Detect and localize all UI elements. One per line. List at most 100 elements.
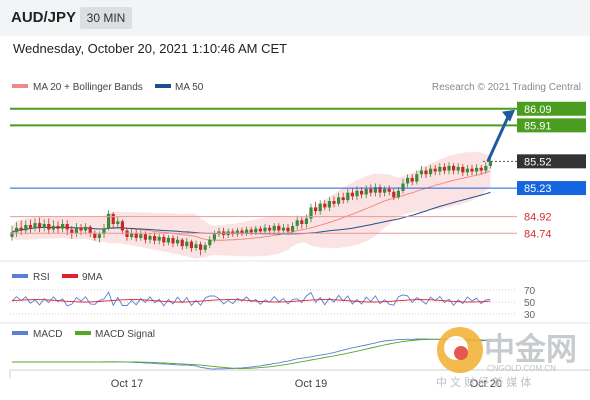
- candle-body: [268, 227, 272, 231]
- rsi-ma-legend-label: 9MA: [82, 272, 103, 283]
- candle: [369, 184, 373, 197]
- candle-body: [277, 225, 281, 231]
- candle: [185, 237, 189, 249]
- x-tick-label: Oct 19: [295, 378, 327, 390]
- candle: [130, 228, 134, 240]
- candle: [295, 215, 299, 230]
- macd-legend-label: MACD: [33, 329, 62, 340]
- candle-body: [203, 245, 207, 250]
- candle: [139, 230, 143, 241]
- candle: [51, 220, 55, 234]
- candle-body: [180, 239, 184, 247]
- candle-body: [323, 203, 327, 208]
- pivot-tag: [517, 181, 586, 196]
- candle: [309, 203, 313, 223]
- rsi-line: [11, 291, 491, 307]
- candle-body: [364, 189, 368, 195]
- candle: [281, 224, 285, 234]
- candle-body: [33, 223, 37, 228]
- brand-sub-text: 中 文 财 经 新 媒 体: [436, 375, 531, 389]
- projection-arrow-shaft: [486, 114, 511, 162]
- last-price-tag: [517, 154, 586, 169]
- candle-body: [488, 161, 492, 166]
- candle: [65, 220, 69, 236]
- candle: [176, 236, 180, 247]
- resistance-tag-label: 85.91: [524, 120, 552, 132]
- candle-body: [79, 227, 83, 231]
- candle-body: [387, 189, 391, 192]
- candle-body: [51, 225, 55, 230]
- price-legend: MA 20 + Bollinger Bands MA 50: [12, 82, 204, 93]
- candle-body: [93, 233, 97, 238]
- candle-body: [157, 236, 161, 241]
- candle: [194, 240, 198, 251]
- candle: [199, 241, 203, 256]
- candle: [74, 223, 78, 237]
- candle: [341, 192, 345, 204]
- macd-signal-legend-swatch: [75, 331, 91, 335]
- candle: [415, 170, 419, 185]
- candle-body: [189, 241, 193, 249]
- candle: [88, 225, 92, 237]
- candle: [153, 232, 157, 245]
- timeframe-button[interactable]: 30 MIN: [80, 7, 132, 29]
- candle: [387, 185, 391, 196]
- candle-body: [309, 207, 313, 219]
- ma20-legend-label: MA 20 + Bollinger Bands: [33, 82, 143, 93]
- candle-body: [116, 221, 120, 225]
- macd-panel: [12, 338, 491, 370]
- candle: [28, 219, 32, 234]
- candle-body: [392, 191, 396, 198]
- candle-body: [360, 190, 364, 195]
- candle-body: [199, 244, 203, 250]
- candle-body: [212, 234, 216, 240]
- candle-body: [272, 225, 276, 231]
- pivot-tag-label: 85.23: [524, 183, 552, 195]
- candle: [70, 225, 74, 239]
- candle: [327, 197, 331, 212]
- candle: [235, 227, 239, 237]
- candle-body: [19, 227, 23, 231]
- candle-body: [97, 234, 101, 238]
- candle: [300, 216, 304, 229]
- candle: [33, 218, 37, 232]
- candle-body: [130, 233, 134, 237]
- candle: [189, 239, 193, 252]
- candle-body: [107, 213, 111, 229]
- candle: [350, 188, 354, 201]
- candle: [406, 174, 410, 188]
- candle-body: [346, 192, 350, 201]
- candle: [424, 166, 428, 178]
- support-label: 84.92: [524, 212, 552, 224]
- candle-body: [415, 174, 419, 182]
- candle: [447, 162, 451, 175]
- candle: [56, 221, 60, 234]
- candle-body: [281, 227, 285, 231]
- candle: [392, 189, 396, 201]
- candle: [479, 165, 483, 175]
- candle: [212, 230, 216, 243]
- candle: [396, 187, 400, 200]
- candle-body: [42, 224, 46, 228]
- candle-body: [479, 167, 483, 171]
- candle-body: [378, 187, 382, 193]
- candle: [465, 165, 469, 177]
- candle-body: [350, 192, 354, 197]
- ma20-legend-swatch: [12, 84, 28, 88]
- candle: [47, 218, 51, 235]
- candle: [429, 165, 433, 177]
- candle: [93, 230, 97, 241]
- candle: [318, 200, 322, 215]
- candle: [461, 164, 465, 177]
- candle-body: [424, 170, 428, 175]
- x-axis: Oct 17 Oct 19 Oct 20: [111, 378, 502, 390]
- candle-body: [235, 230, 239, 235]
- candle: [433, 165, 437, 176]
- candle: [337, 192, 341, 207]
- candle: [162, 234, 166, 247]
- candle: [268, 225, 272, 234]
- candle-body: [162, 236, 166, 243]
- rsi-legend-swatch: [12, 274, 28, 278]
- candle: [419, 165, 423, 178]
